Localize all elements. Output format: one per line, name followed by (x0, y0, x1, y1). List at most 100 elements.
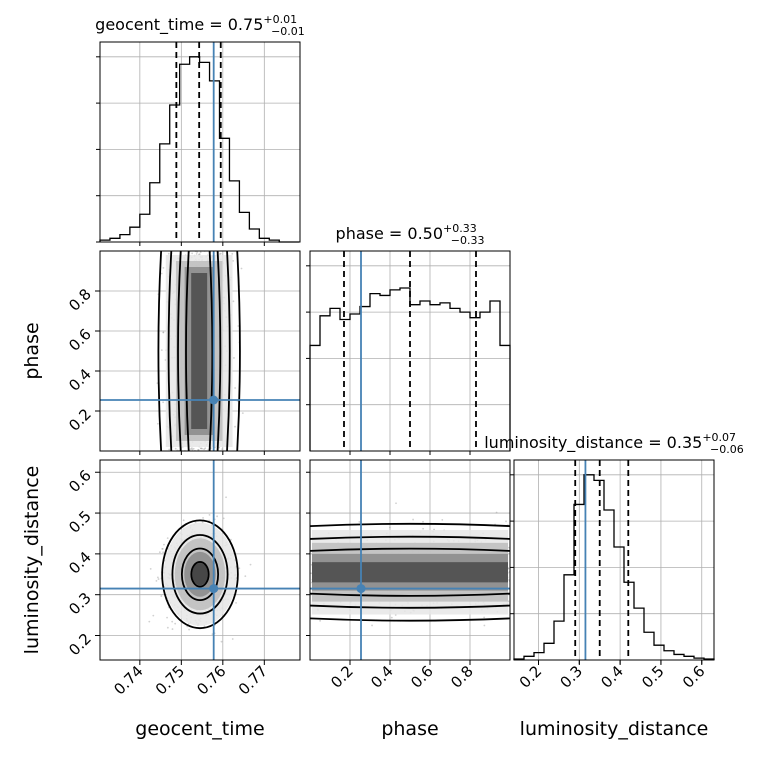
sample-point (157, 578, 160, 580)
sample-point (149, 567, 152, 570)
title-minus: −0.01 (271, 25, 305, 38)
sample-point (203, 448, 206, 451)
contour-level-0 (157, 251, 241, 451)
axes-frame (309, 459, 511, 661)
panel-geocent_time-vs-luminosity_distance (100, 460, 300, 660)
contour-level-3 (190, 561, 210, 588)
sample-point (394, 614, 397, 616)
contour-level-1 (167, 251, 231, 451)
sample-point (157, 422, 159, 425)
axes-frame (99, 459, 301, 661)
sample-point (202, 516, 204, 519)
y-axis-label-phase: phase (21, 322, 43, 379)
hist-title-luminosity_distance: luminosity_distance = 0.35+0.07 −0.06 (484, 431, 744, 456)
sample-point (195, 252, 198, 255)
sample-point (189, 448, 192, 450)
hist-panel-geocent_time: geocent_time = 0.75+0.01 −0.01 (95, 13, 305, 246)
sample-point (160, 272, 163, 275)
axes-frame (99, 41, 301, 243)
sample-point (507, 567, 510, 570)
title-label: geocent_time = 0.75 (95, 15, 263, 35)
x-tick-label: 0.3 (557, 662, 587, 692)
sample-point (220, 640, 223, 643)
x-axis-label-luminosity_distance: luminosity_distance (520, 718, 709, 740)
sample-point (231, 252, 234, 255)
x-tick-label: 0.5 (638, 662, 668, 692)
panel-phase-vs-luminosity_distance (310, 460, 510, 660)
sample-point (508, 546, 510, 549)
contour-level-2 (180, 547, 220, 602)
sample-point (160, 349, 163, 351)
hist-title-geocent_time: geocent_time = 0.75+0.01 −0.01 (95, 13, 305, 38)
sample-point (483, 616, 486, 619)
sample-point (234, 387, 237, 389)
y-tick-label: 0.2 (65, 405, 95, 435)
truth-marker (209, 584, 219, 594)
sample-point (152, 614, 155, 617)
histogram-luminosity_distance (513, 474, 715, 660)
axes-frame (513, 459, 715, 661)
sample-point (192, 447, 195, 450)
title-label: phase = 0.50 (336, 224, 443, 243)
sample-point (208, 513, 211, 516)
sample-point (233, 357, 235, 359)
sample-point (412, 518, 414, 521)
sample-point (232, 300, 235, 303)
sample-point (162, 401, 165, 404)
title-label: luminosity_distance = 0.35 (484, 433, 702, 453)
sample-point (163, 543, 165, 546)
sample-point (234, 425, 236, 428)
sample-point (182, 519, 185, 522)
sample-point (161, 547, 164, 550)
sample-point (225, 496, 227, 499)
contour-level-1 (171, 534, 229, 615)
title-plus: +0.01 (263, 13, 297, 26)
contour-level-2 (310, 547, 510, 597)
sample-point (148, 620, 151, 623)
x-axis-label-geocent_time: geocent_time (135, 718, 264, 740)
sample-point (231, 638, 234, 640)
x-tick-label: 0.4 (367, 662, 397, 692)
sample-point (422, 527, 425, 530)
y-tick-label: 0.4 (65, 548, 95, 578)
sample-point (244, 575, 247, 578)
sample-point (161, 548, 164, 550)
panel-geocent_time-vs-phase (100, 251, 300, 451)
sample-point (371, 624, 373, 627)
sample-point (191, 448, 194, 451)
hist-panel-phase: phase = 0.50+0.33 −0.33 (306, 222, 511, 455)
sample-point (238, 567, 241, 570)
contour-level-0 (161, 519, 239, 630)
sample-point (200, 447, 202, 450)
sample-point (166, 626, 169, 629)
sample-point (388, 526, 391, 529)
sample-point (200, 447, 202, 450)
sample-point (219, 252, 222, 255)
title-minus: −0.33 (451, 234, 485, 247)
sample-point (199, 251, 202, 254)
sample-point (174, 622, 177, 625)
contour-level-0 (310, 522, 510, 622)
y-tick-label: 0.3 (65, 589, 95, 619)
title-plus: +0.33 (443, 222, 477, 235)
sample-point (204, 447, 207, 450)
x-tick-label: 0.8 (447, 662, 477, 692)
y-tick-label: 0.4 (65, 365, 95, 395)
title-minus: −0.06 (710, 443, 744, 456)
x-tick-label: 0.77 (235, 662, 271, 698)
sample-point (232, 259, 235, 262)
sample-point (241, 412, 244, 415)
sample-point (160, 595, 163, 597)
title-plus: +0.07 (702, 431, 736, 444)
sample-point (237, 325, 240, 327)
sample-point (191, 447, 193, 450)
x-tick-label: 0.76 (193, 662, 229, 698)
sample-point (222, 517, 225, 520)
y-axis-label-luminosity_distance: luminosity_distance (21, 466, 43, 655)
y-tick-label: 0.6 (65, 325, 95, 355)
sample-point (167, 252, 170, 255)
hist-title-phase: phase = 0.50+0.33 −0.33 (336, 222, 485, 247)
sample-point (230, 538, 232, 541)
sample-point (166, 537, 169, 540)
sample-point (240, 267, 243, 270)
